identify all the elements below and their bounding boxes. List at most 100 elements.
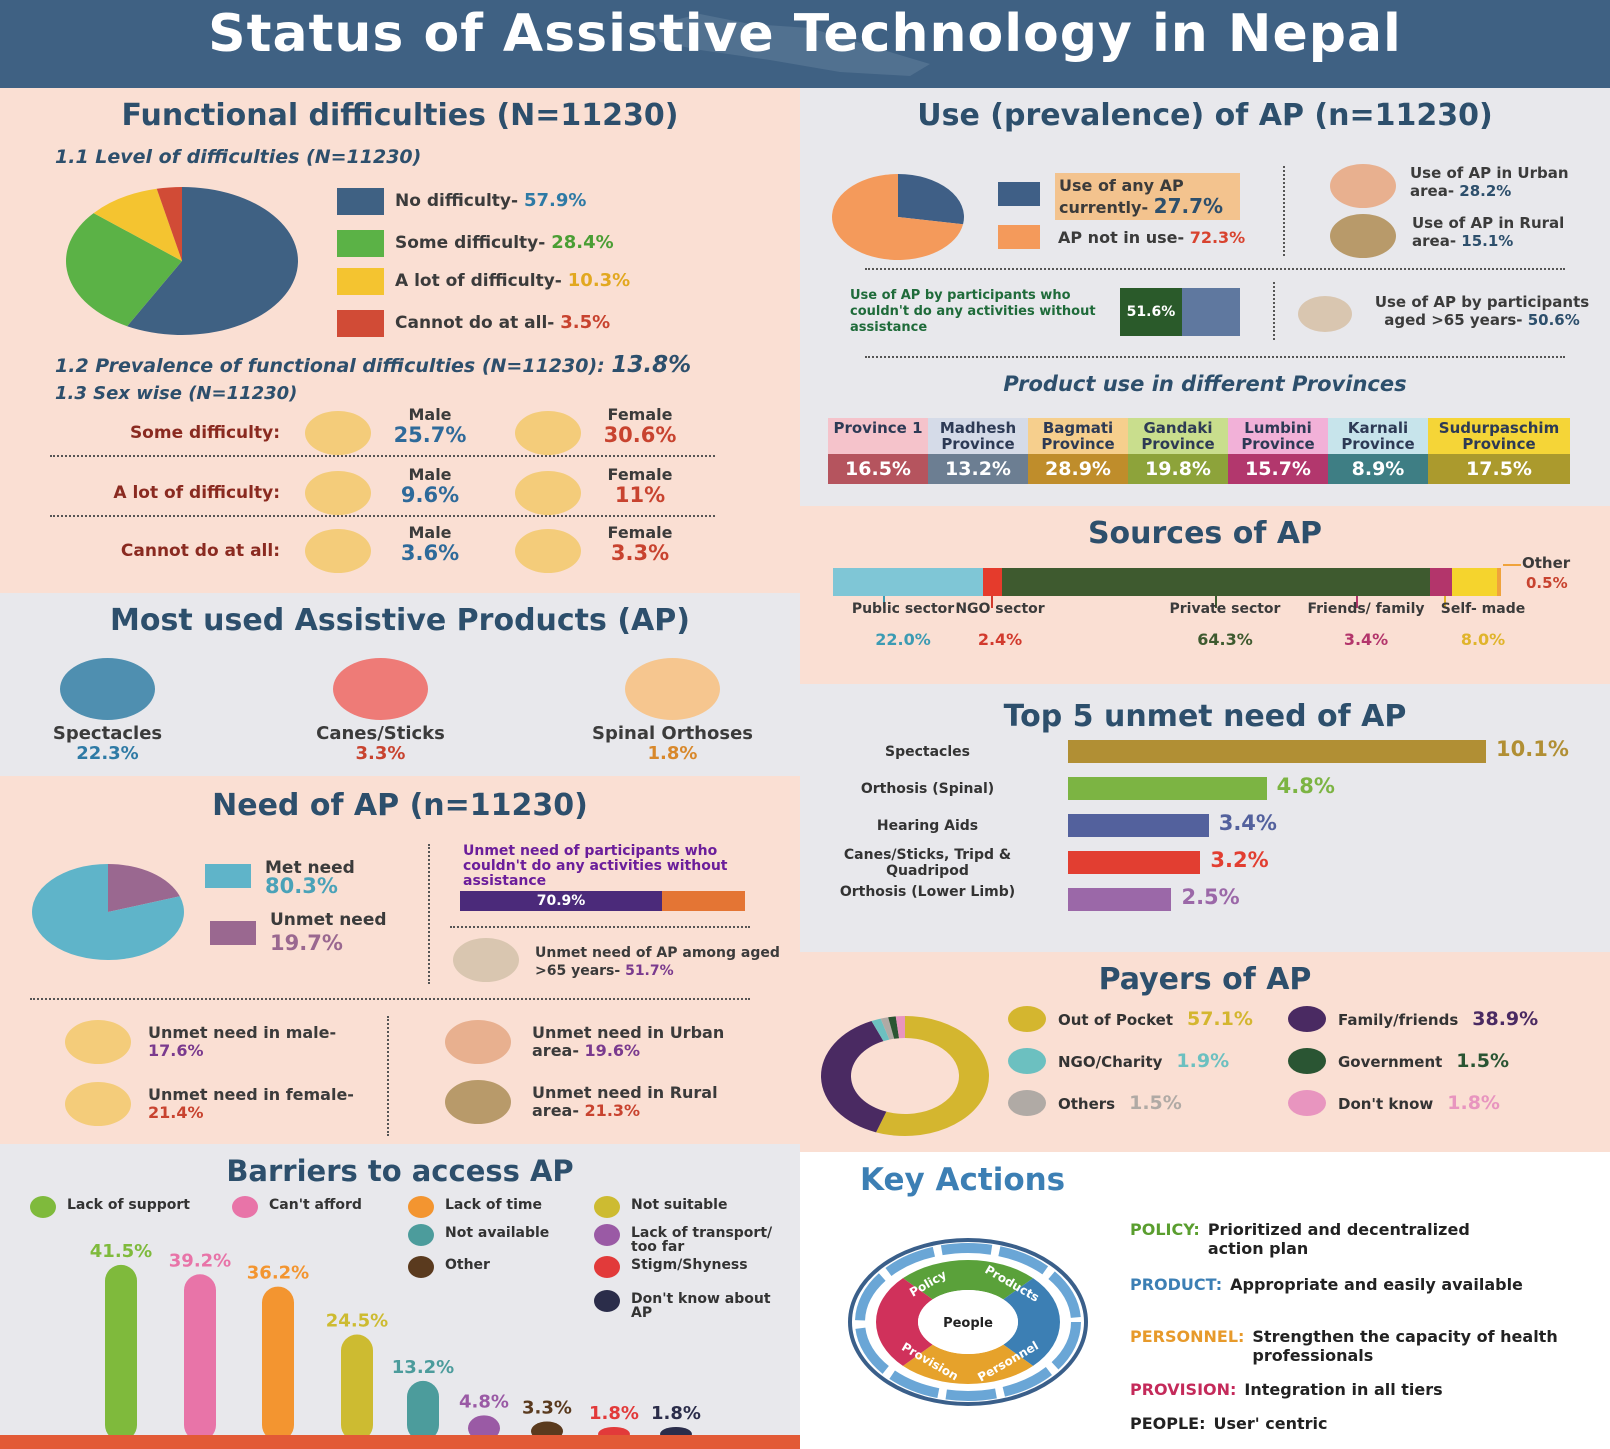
ap-value: 1.8% xyxy=(647,743,698,764)
legend-item: Cannot do at all- 3.5% xyxy=(395,312,610,333)
use-aged-label: Use of AP by participants aged >65 years… xyxy=(1374,293,1590,329)
payer-label: NGO/Charity xyxy=(1058,1053,1163,1071)
source-value: 3.4% xyxy=(1343,630,1389,649)
payer-label: Family/friends xyxy=(1338,1011,1459,1029)
wheel-segment xyxy=(902,1344,1034,1384)
use-assist-label: Use of AP by participants who couldn't d… xyxy=(850,288,1096,335)
unmet-ap-value: 3.2% xyxy=(1210,848,1269,872)
source-segment xyxy=(1452,568,1497,596)
payer-legend-item: NGO/Charity 1.9% xyxy=(1058,1050,1229,1072)
use-not-value: 72.3% xyxy=(1189,228,1246,247)
use-any-label: Use of any AP currently- xyxy=(1059,176,1184,217)
barrier-value: 3.3% xyxy=(522,1397,572,1418)
page-title: Status of Assistive Technology in Nepal xyxy=(208,4,1402,64)
province-table: Province 1 16.5% Madhesh Province 13.2% Bagm… xyxy=(828,418,1570,484)
barrier-legend-dot xyxy=(30,1196,56,1218)
source-tick xyxy=(1215,596,1217,608)
legend-label: A lot of difficulty- xyxy=(395,271,568,291)
barrier-legend-label: Other xyxy=(445,1257,490,1273)
legend-swatch xyxy=(337,310,384,337)
barrier-legend-label: Lack of support xyxy=(67,1197,190,1213)
province-value: 13.2% xyxy=(928,454,1028,484)
unmet-ap-bar xyxy=(1068,777,1267,800)
need-pie-chart xyxy=(32,864,185,960)
barrier-bar xyxy=(407,1380,439,1441)
legend-value: 28.4% xyxy=(551,232,614,253)
province-value: 19.8% xyxy=(1128,454,1228,484)
unmet-urban-label: Unmet need in Urban area- xyxy=(532,1023,725,1060)
source-label: Public sector xyxy=(851,601,955,617)
key-actions-title: Key Actions xyxy=(860,1162,1066,1198)
payer-legend-item: Out of Pocket 57.1% xyxy=(1058,1008,1253,1030)
use-slice xyxy=(898,174,964,225)
male-icon xyxy=(305,529,371,573)
payer-legend-item: Don't know 1.8% xyxy=(1338,1092,1500,1114)
male-icon xyxy=(65,1020,131,1064)
male-label: Male xyxy=(408,523,452,542)
use-rural-value: 15.1% xyxy=(1461,232,1514,250)
payer-slice xyxy=(888,1016,900,1039)
legend-item: No difficulty- 57.9% xyxy=(395,190,586,211)
female-label: Female xyxy=(607,523,673,542)
barrier-legend-label: Not suitable xyxy=(631,1197,728,1213)
legend-swatch xyxy=(337,188,384,215)
use-rural-line: Use of AP in Rural area- 15.1% xyxy=(1412,214,1602,250)
legend-swatch xyxy=(337,230,384,257)
payer-value: 1.8% xyxy=(1447,1092,1500,1114)
unmet-rural-value: 21.3% xyxy=(584,1101,641,1120)
source-other-connector xyxy=(1503,564,1521,566)
legend-value: 10.3% xyxy=(567,270,631,291)
rural-icon xyxy=(445,1080,511,1124)
unmet-ap-bar xyxy=(1068,740,1486,763)
male-icon xyxy=(305,471,371,515)
male-label: Male xyxy=(408,465,452,484)
wheel-segment xyxy=(902,1260,1034,1300)
male-value: 3.6% xyxy=(400,541,460,565)
barrier-legend-label: Lack of time xyxy=(445,1197,543,1213)
unmet-rural-label: Unmet need in Rural area- xyxy=(532,1083,718,1120)
met-need-value: 80.3% xyxy=(265,874,338,898)
difficulty-pie-chart xyxy=(66,187,298,335)
barrier-bar xyxy=(341,1334,373,1441)
divider xyxy=(50,515,715,517)
payer-slice xyxy=(876,1016,989,1136)
unmet-male-value: 17.6% xyxy=(148,1041,204,1060)
ap-value: 3.3% xyxy=(355,743,406,764)
need-slice xyxy=(32,864,185,960)
barrier-value: 36.2% xyxy=(247,1263,309,1284)
unmet-aged-label: Unmet need of AP among aged >65 years- xyxy=(535,945,780,979)
sex-row-label: Cannot do at all: xyxy=(120,541,280,561)
use-aged-line: Use of AP by participants aged >65 years… xyxy=(1362,293,1602,329)
elderly-icon xyxy=(1298,296,1352,332)
header-bar: Status of Assistive Technology in Nepal xyxy=(0,0,1610,88)
key-action-text: Strengthen the capacity of health profes… xyxy=(1252,1327,1558,1365)
female-icon xyxy=(515,471,581,515)
legend-value: 3.5% xyxy=(560,312,611,333)
legend-item: A lot of difficulty- 10.3% xyxy=(395,270,630,291)
unmet-ap-label: Spectacles xyxy=(885,744,970,760)
legend-swatch xyxy=(337,268,384,295)
female-icon xyxy=(515,529,581,573)
key-action-key: POLICY: xyxy=(1130,1220,1200,1239)
payer-legend-item: Others 1.5% xyxy=(1058,1092,1182,1114)
unmet-assist-label: Unmet need of participants who couldn't … xyxy=(463,843,728,889)
ap-value: 22.3% xyxy=(76,743,139,764)
source-tick xyxy=(1444,596,1446,608)
payer-label: Out of Pocket xyxy=(1058,1011,1173,1029)
source-value: 22.0% xyxy=(875,630,931,649)
use-assist-bar-bg: 51.6% xyxy=(1120,288,1240,336)
barrier-legend-label: Stigm/Shyness xyxy=(631,1257,748,1273)
barrier-value: 4.8% xyxy=(459,1391,509,1412)
prevalence-value: 13.8% xyxy=(611,352,692,378)
source-other-value: 0.5% xyxy=(1526,574,1568,592)
barrier-value: 1.8% xyxy=(651,1403,701,1424)
use-any-value: 27.7% xyxy=(1153,194,1224,218)
payer-legend-dot xyxy=(1008,1006,1046,1032)
key-action-key: PERSONNEL: xyxy=(1130,1327,1245,1346)
payer-legend-dot xyxy=(1288,1090,1326,1116)
legend-item: Some difficulty- 28.4% xyxy=(395,232,614,253)
use-any-line: Use of any AP currently- 27.7% xyxy=(1055,173,1240,220)
source-other-label: Other xyxy=(1522,554,1571,572)
barrier-legend-label: Can't afford xyxy=(269,1197,362,1213)
